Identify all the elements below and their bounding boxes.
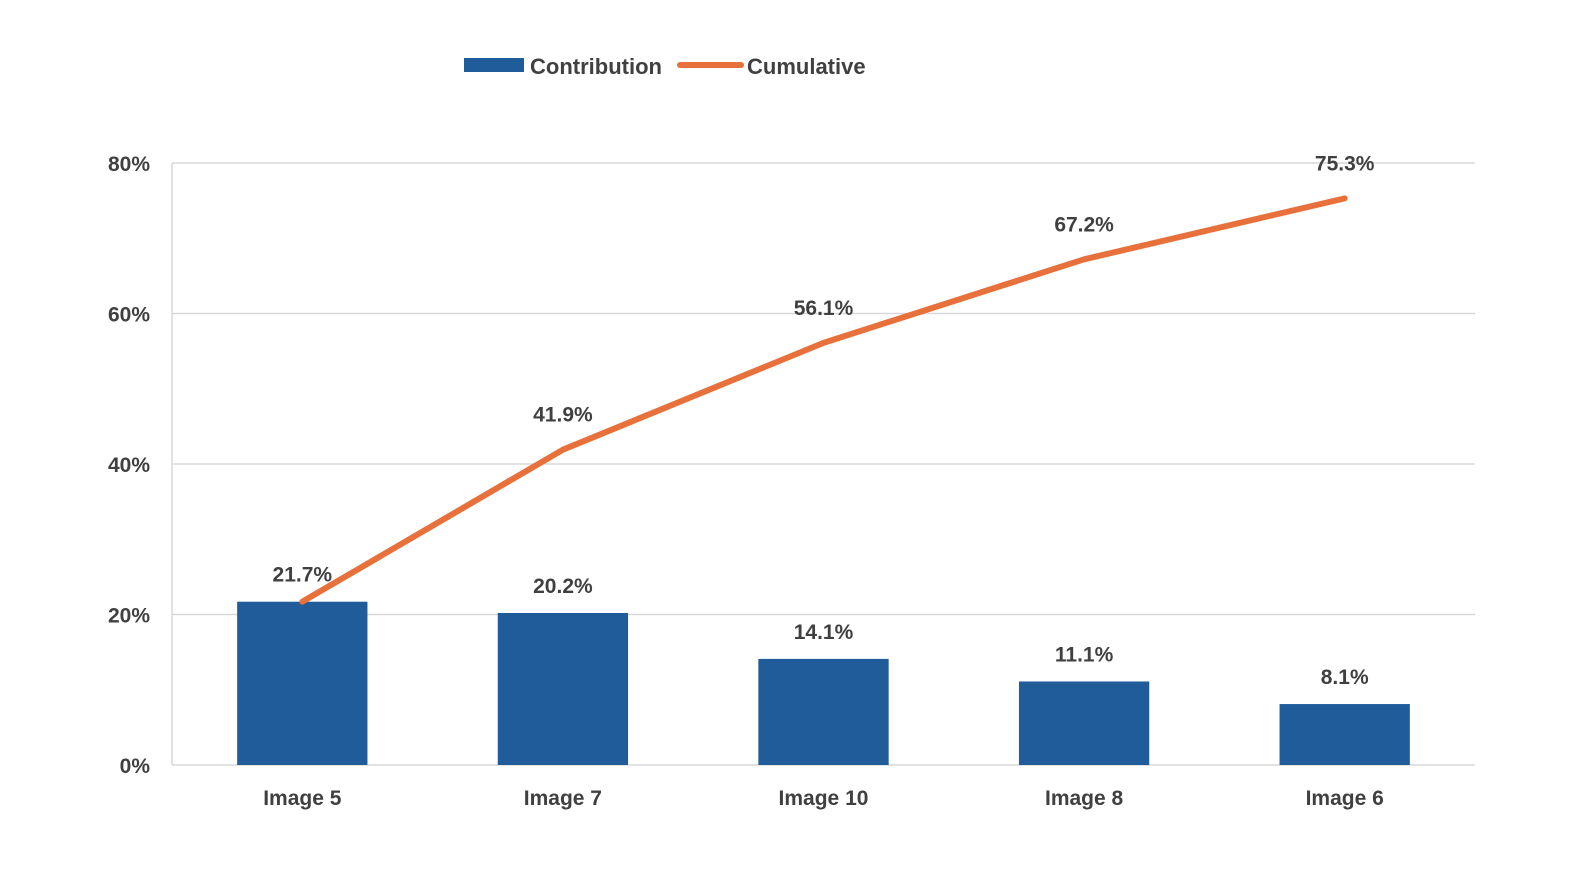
- y-tick-label: 60%: [108, 304, 150, 327]
- line-data-label: 67.2%: [1054, 213, 1114, 236]
- line-data-label: 41.9%: [533, 404, 593, 427]
- bar-data-label: 14.1%: [794, 621, 854, 644]
- x-tick-label: Image 6: [1306, 787, 1384, 810]
- x-tick-label: Image 10: [779, 787, 869, 810]
- bar-data-label: 21.7%: [273, 564, 333, 587]
- bar-data-label: 11.1%: [1055, 643, 1114, 666]
- grid-layer: [172, 163, 1475, 615]
- legend-swatch-contribution: [464, 58, 524, 72]
- x-tick-label: Image 5: [263, 787, 342, 810]
- bar: [1280, 704, 1410, 765]
- bar-data-label: 8.1%: [1321, 666, 1369, 689]
- line-layer: [302, 198, 1345, 602]
- x-tick-label: Image 8: [1045, 787, 1124, 810]
- bar-data-label: 20.2%: [533, 575, 593, 598]
- bar: [237, 602, 367, 765]
- cumulative-line: [302, 198, 1344, 601]
- legend-label-cumulative: Cumulative: [747, 54, 866, 79]
- legend: Contribution Cumulative: [464, 54, 866, 79]
- y-tick-label: 40%: [108, 454, 150, 477]
- bar: [498, 613, 628, 765]
- y-tick-label: 20%: [108, 605, 150, 628]
- bar: [1019, 681, 1149, 765]
- line-data-label: 75.3%: [1315, 152, 1375, 175]
- bar: [758, 659, 888, 765]
- y-tick-label: 0%: [120, 755, 151, 778]
- line-data-label: 56.1%: [794, 297, 854, 320]
- x-tick-label: Image 7: [524, 787, 602, 810]
- legend-label-contribution: Contribution: [530, 54, 662, 79]
- y-tick-label: 80%: [108, 153, 150, 176]
